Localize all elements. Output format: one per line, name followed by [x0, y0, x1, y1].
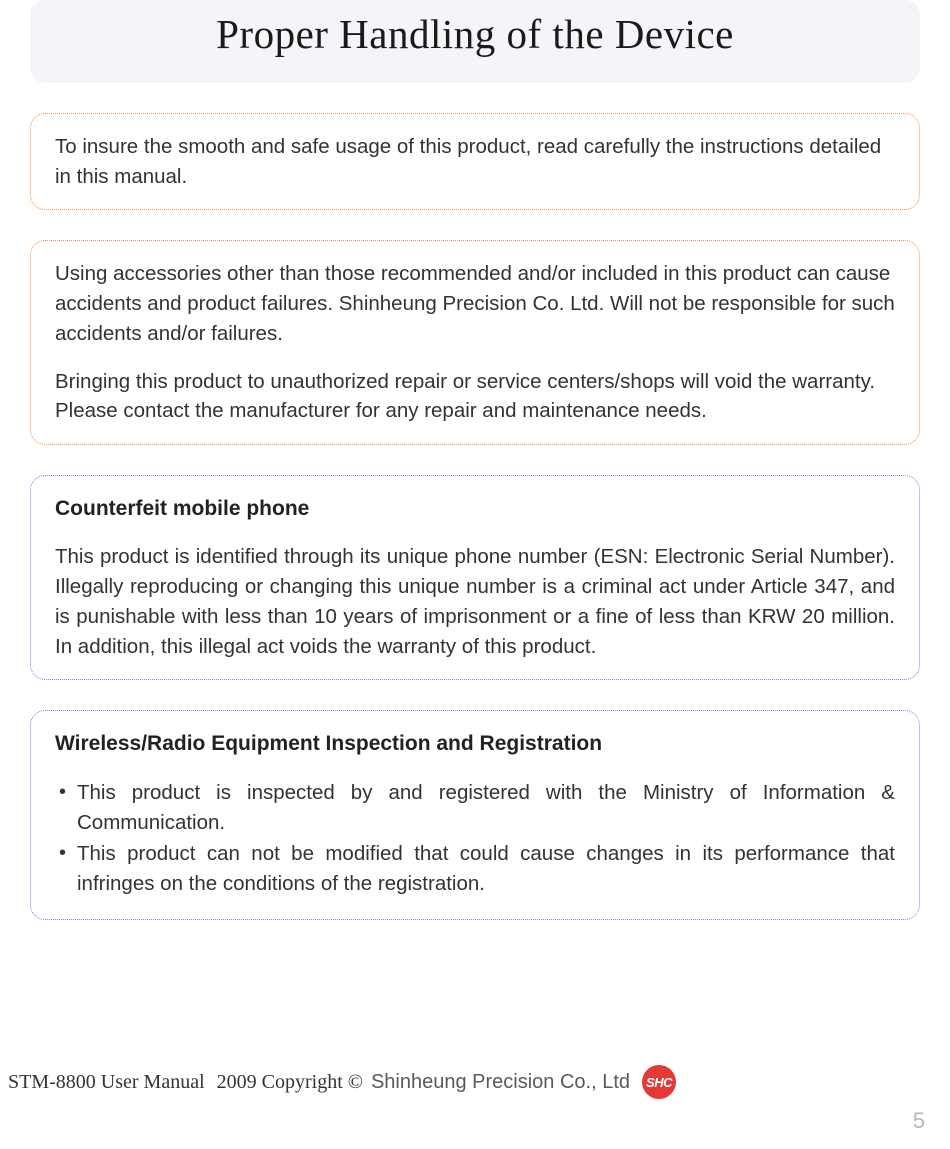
counterfeit-box: Counterfeit mobile phone This product is…: [30, 475, 920, 680]
accessories-para1: Using accessories other than those recom…: [55, 259, 895, 348]
wireless-bullet-1: This product is inspected by and registe…: [55, 778, 895, 837]
footer-company: Shinheung Precision Co., Ltd: [371, 1071, 630, 1094]
header-box: Proper Handling of the Device: [30, 0, 920, 83]
footer-copyright: 2009 Copyright ©: [217, 1071, 363, 1094]
wireless-bullet-2: This product can not be modified that co…: [55, 839, 895, 898]
page-title: Proper Handling of the Device: [50, 10, 900, 58]
page-number: 5: [913, 1108, 925, 1134]
wireless-bullets: This product is inspected by and registe…: [55, 778, 895, 899]
wireless-box: Wireless/Radio Equipment Inspection and …: [30, 710, 920, 919]
footer-manual: STM-8800 User Manual: [8, 1071, 205, 1094]
accessories-para2: Bringing this product to unauthorized re…: [55, 367, 895, 426]
intro-box: To insure the smooth and safe usage of t…: [30, 113, 920, 210]
logo-badge: SHC: [642, 1065, 676, 1099]
accessories-box: Using accessories other than those recom…: [30, 240, 920, 445]
wireless-title: Wireless/Radio Equipment Inspection and …: [55, 729, 895, 759]
intro-text: To insure the smooth and safe usage of t…: [55, 132, 895, 191]
counterfeit-title: Counterfeit mobile phone: [55, 494, 895, 524]
footer: STM-8800 User Manual 2009 Copyright © Sh…: [8, 1065, 920, 1099]
counterfeit-body: This product is identified through its u…: [55, 542, 895, 661]
